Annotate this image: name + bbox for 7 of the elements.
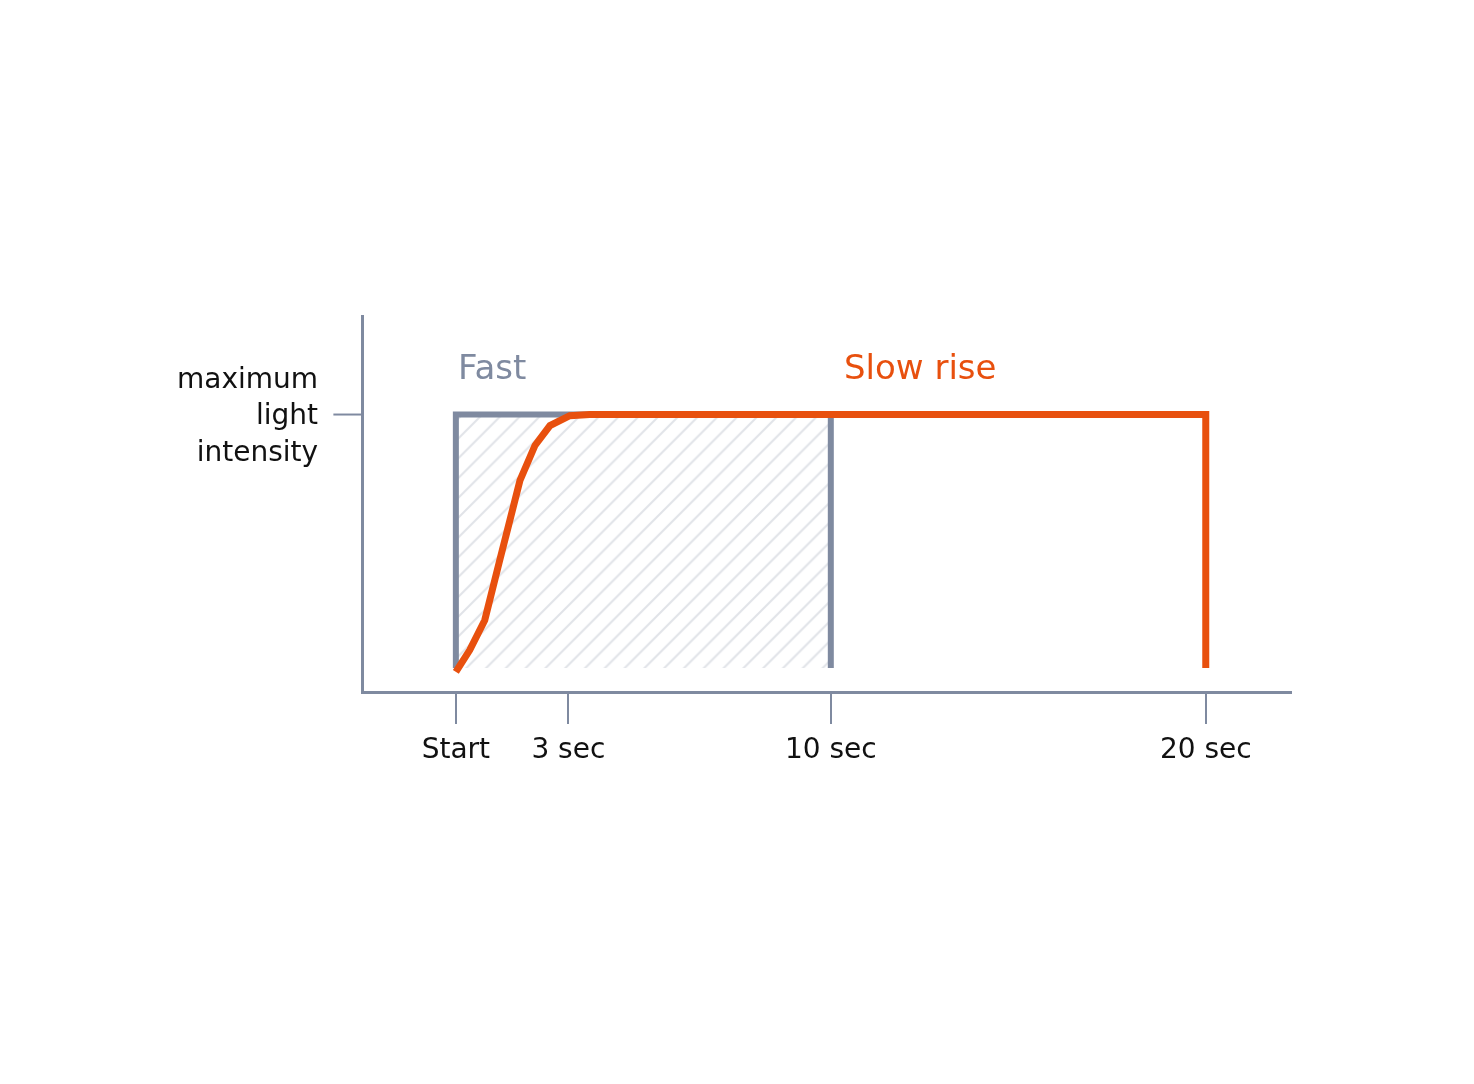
series-label: Slow rise [844, 347, 997, 387]
y-axis-title: maximum light intensity [177, 362, 319, 468]
series-label: Fast [458, 347, 527, 387]
x-tick-label: 10 sec [784, 731, 877, 765]
x-tick-label: 20 sec [1159, 731, 1252, 765]
x-tick-label: 3 sec [531, 731, 606, 765]
x-tick-label: Start [421, 731, 491, 765]
